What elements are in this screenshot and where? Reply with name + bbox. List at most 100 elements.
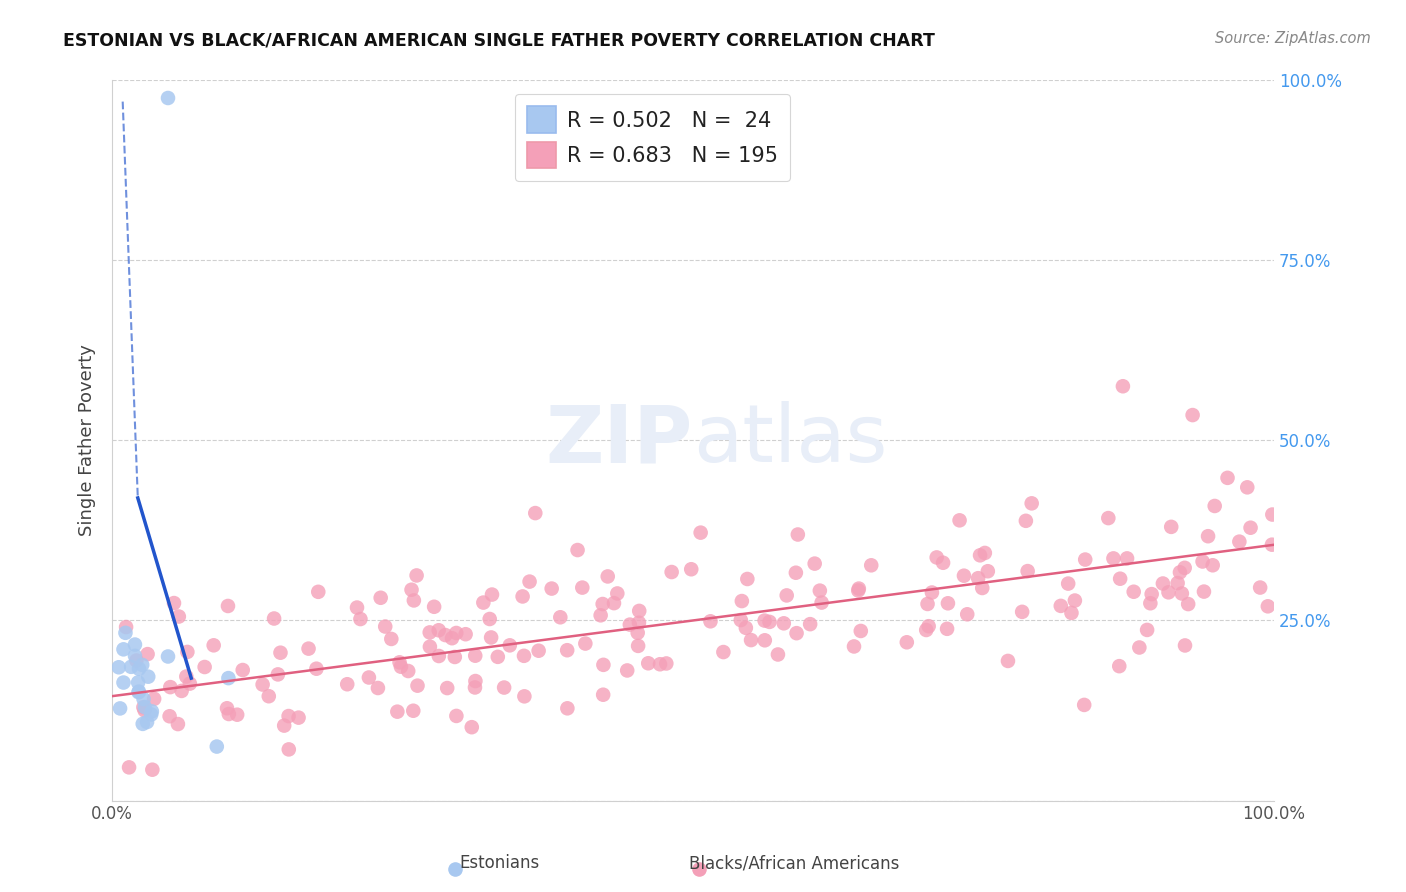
Point (277, 742, 299, 756)
Point (1157, 585, 1180, 599)
Point (124, 638, 146, 652)
Point (124, 648, 146, 663)
Point (592, 657, 614, 672)
Point (464, 681, 486, 695)
Point (754, 633, 776, 648)
Point (731, 594, 754, 608)
Point (1160, 520, 1182, 534)
Text: Blacks/African Americans: Blacks/African Americans (689, 855, 900, 872)
Point (346, 600, 368, 615)
Point (786, 626, 808, 640)
Point (128, 685, 150, 699)
Point (402, 704, 425, 718)
Point (176, 645, 198, 659)
Point (1112, 379, 1135, 393)
Point (730, 613, 752, 627)
Point (571, 581, 593, 595)
Point (478, 612, 501, 626)
Point (125, 653, 148, 667)
Point (136, 714, 159, 729)
Point (1239, 521, 1261, 535)
Point (336, 677, 359, 691)
Point (419, 640, 441, 654)
Point (1171, 586, 1194, 600)
Point (1140, 587, 1163, 601)
Point (267, 667, 290, 681)
Point (464, 674, 486, 689)
Point (118, 760, 141, 774)
Point (134, 703, 156, 717)
Point (1192, 584, 1215, 599)
Point (1139, 596, 1161, 610)
Point (849, 624, 872, 638)
Point (481, 588, 503, 602)
Point (132, 700, 155, 714)
Point (370, 591, 392, 605)
Point (592, 688, 614, 702)
Point (596, 569, 619, 583)
Point (107, 660, 129, 674)
Point (519, 574, 541, 589)
Point (1197, 529, 1219, 543)
Point (479, 631, 502, 645)
Point (936, 622, 959, 636)
Point (387, 705, 409, 719)
Point (179, 676, 201, 690)
Point (567, 543, 589, 558)
Point (218, 706, 240, 721)
Point (1049, 599, 1071, 613)
Point (917, 597, 939, 611)
Point (427, 624, 450, 638)
Point (972, 581, 994, 595)
Point (637, 657, 659, 671)
Point (446, 626, 468, 640)
Legend: R = 0.502   N =  24, R = 0.683   N = 195: R = 0.502 N = 24, R = 0.683 N = 195 (515, 94, 790, 181)
Point (499, 638, 522, 652)
Point (136, 647, 159, 661)
Point (740, 633, 762, 648)
Text: ESTONIAN VS BLACK/AFRICAN AMERICAN SINGLE FATHER POVERTY CORRELATION CHART: ESTONIAN VS BLACK/AFRICAN AMERICAN SINGL… (63, 31, 935, 49)
Point (1021, 496, 1043, 510)
Point (1191, 555, 1213, 569)
Point (758, 615, 780, 629)
Point (713, 645, 735, 659)
Point (810, 596, 832, 610)
Point (977, 564, 1000, 578)
Point (574, 636, 596, 650)
Point (108, 701, 131, 715)
Point (176, 669, 198, 683)
Point (406, 679, 429, 693)
Point (606, 586, 628, 600)
Point (464, 648, 486, 663)
Text: ZIP: ZIP (546, 401, 693, 479)
Point (803, 557, 825, 571)
Text: Estonians: Estonians (458, 855, 540, 872)
Point (134, 700, 156, 714)
Point (619, 617, 641, 632)
Point (860, 558, 883, 573)
Point (1128, 640, 1150, 655)
Point (540, 582, 562, 596)
Point (215, 701, 238, 715)
Point (785, 566, 807, 580)
Point (969, 549, 991, 563)
Point (114, 625, 136, 640)
Point (1227, 534, 1250, 549)
Point (799, 617, 821, 632)
Point (423, 599, 446, 614)
Point (277, 709, 299, 723)
Point (808, 583, 831, 598)
Point (194, 660, 217, 674)
Point (405, 568, 427, 582)
Point (896, 635, 918, 649)
Point (434, 628, 457, 642)
Point (287, 711, 309, 725)
Point (1057, 576, 1080, 591)
Point (527, 644, 550, 658)
Point (127, 675, 149, 690)
Point (524, 506, 547, 520)
Point (156, 649, 179, 664)
Point (1202, 558, 1225, 573)
Point (915, 623, 938, 637)
Y-axis label: Single Father Poverty: Single Father Poverty (79, 344, 96, 536)
